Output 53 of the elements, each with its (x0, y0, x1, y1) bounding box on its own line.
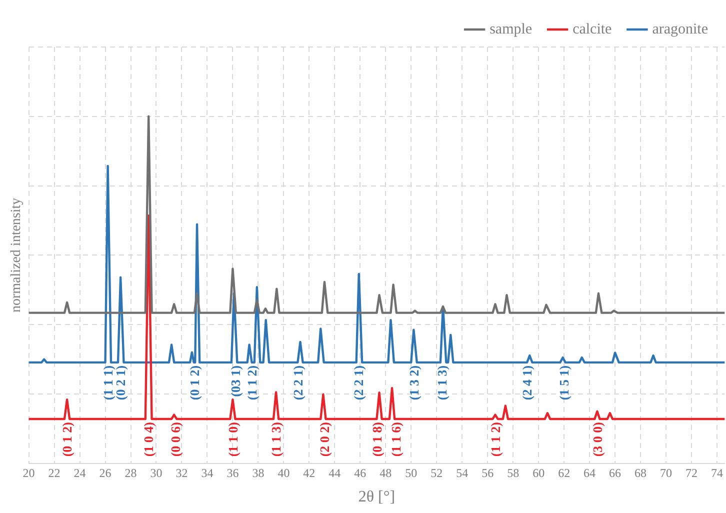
x-tick-label: 66 (609, 466, 622, 480)
x-tick-label: 44 (328, 466, 341, 480)
x-tick-label: 52 (430, 466, 443, 480)
x-tick-label: 40 (278, 466, 290, 480)
annotation: (2 2 1) (290, 365, 306, 400)
annotation: (2 2 1) (350, 365, 366, 400)
x-tick-label: 32 (176, 466, 188, 480)
x-tick-label: 58 (507, 466, 520, 480)
legend-label: calcite (572, 21, 612, 38)
annotation: (1 0 4) (141, 422, 156, 457)
legend-label: aragonite (652, 21, 708, 38)
x-tick-label: 20 (22, 466, 35, 480)
x-tick-label: 36 (226, 466, 239, 480)
x-tick-label: 74 (711, 466, 723, 480)
annotation: (2 0 2) (317, 422, 332, 457)
annotation: (0 0 6) (168, 422, 183, 457)
x-tick-label: 34 (201, 466, 214, 480)
annotation: (1 5 1) (556, 365, 572, 400)
y-axis-title: normalized intensity (9, 198, 24, 313)
annotation: (0 1 8) (369, 422, 384, 457)
annotation: (1 3 2) (406, 365, 422, 400)
x-tick-label: 50 (405, 466, 418, 480)
annotation: (1 1 3) (434, 365, 450, 400)
x-tick-label: 64 (584, 466, 596, 480)
x-tick-label: 22 (48, 466, 60, 480)
x-tick-label: 38 (252, 466, 264, 480)
annotation: (2 4 1) (520, 365, 535, 400)
annotation: (1 1 3) (268, 422, 284, 457)
x-tick-label: 46 (354, 466, 366, 480)
annotation: (0 1 2) (187, 365, 202, 400)
x-tick-label: 54 (456, 466, 468, 480)
x-tick-label: 28 (124, 466, 137, 480)
annotation: (1 1 1) (100, 365, 116, 400)
x-tick-label: 48 (380, 466, 392, 480)
x-tick-label: 30 (150, 466, 162, 480)
x-axis-title: 2θ [°] (358, 488, 396, 506)
annotation: (03 1) (228, 365, 243, 397)
annotation: (1 1 2) (244, 365, 260, 400)
x-tick-label: 26 (99, 466, 112, 480)
annotation: (1 1 6) (388, 422, 404, 457)
x-tick-label: 62 (558, 466, 570, 480)
legend-label: sample (490, 21, 532, 38)
annotation: (3 0 0) (590, 422, 605, 457)
x-tick-label: 60 (532, 466, 545, 480)
x-tick-label: 56 (482, 466, 494, 480)
annotation: (0 1 2) (60, 422, 75, 457)
x-tick-label: 68 (634, 466, 647, 480)
x-tick-label: 70 (660, 466, 672, 480)
annotation: (1 1 0) (225, 422, 240, 457)
x-tick-label: 24 (74, 466, 86, 480)
x-tick-label: 72 (686, 466, 698, 480)
annotation: (1 1 2) (488, 422, 503, 457)
x-tick-label: 42 (303, 466, 316, 480)
